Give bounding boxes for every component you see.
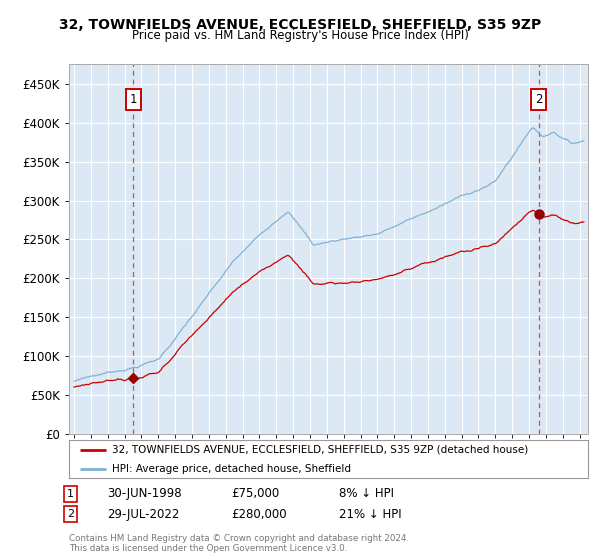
Text: 29-JUL-2022: 29-JUL-2022 [107, 507, 179, 521]
Text: 8% ↓ HPI: 8% ↓ HPI [339, 487, 394, 501]
Text: £280,000: £280,000 [231, 507, 287, 521]
Text: Contains HM Land Registry data © Crown copyright and database right 2024.
This d: Contains HM Land Registry data © Crown c… [69, 534, 409, 553]
Text: 21% ↓ HPI: 21% ↓ HPI [339, 507, 401, 521]
Text: £75,000: £75,000 [231, 487, 279, 501]
Text: 2: 2 [67, 509, 74, 519]
Text: 32, TOWNFIELDS AVENUE, ECCLESFIELD, SHEFFIELD, S35 9ZP: 32, TOWNFIELDS AVENUE, ECCLESFIELD, SHEF… [59, 18, 541, 32]
Text: 1: 1 [129, 93, 137, 106]
Text: Price paid vs. HM Land Registry's House Price Index (HPI): Price paid vs. HM Land Registry's House … [131, 29, 469, 42]
Text: 30-JUN-1998: 30-JUN-1998 [107, 487, 181, 501]
Text: 32, TOWNFIELDS AVENUE, ECCLESFIELD, SHEFFIELD, S35 9ZP (detached house): 32, TOWNFIELDS AVENUE, ECCLESFIELD, SHEF… [112, 445, 528, 455]
Text: 1: 1 [67, 489, 74, 499]
Text: HPI: Average price, detached house, Sheffield: HPI: Average price, detached house, Shef… [112, 464, 350, 474]
Text: 2: 2 [535, 93, 542, 106]
